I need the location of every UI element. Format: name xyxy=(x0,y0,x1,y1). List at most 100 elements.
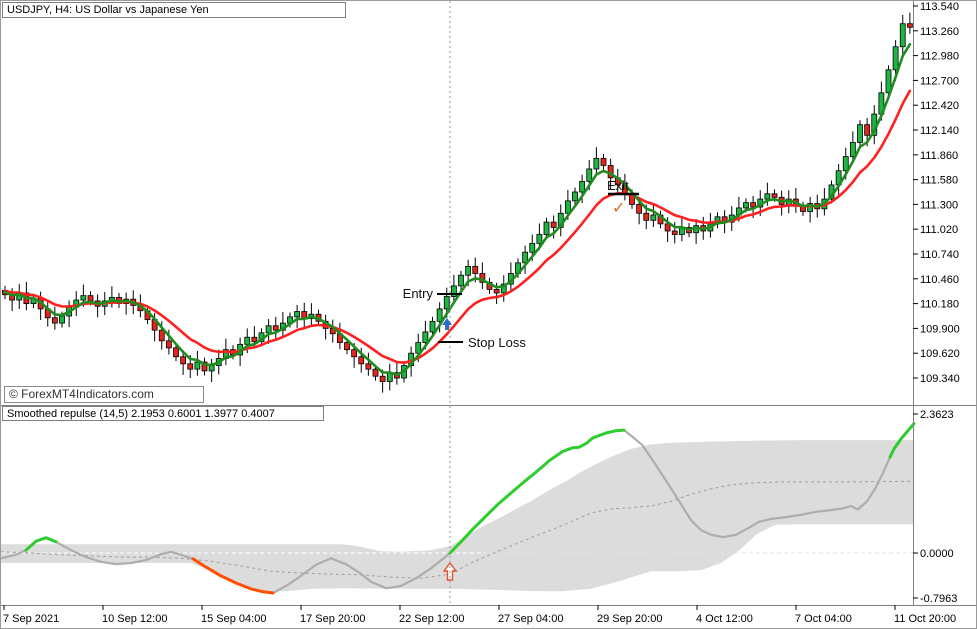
candle-bearish xyxy=(251,336,258,343)
candle-bullish xyxy=(849,141,856,157)
candle-bullish xyxy=(436,308,443,322)
candle-bearish xyxy=(187,363,194,370)
candle-bearish xyxy=(750,202,757,208)
price-tick-label: 109.620 xyxy=(920,348,960,360)
date-tick-label: 22 Sep 12:00 xyxy=(399,613,464,625)
buy-arrow-icon xyxy=(442,318,452,330)
price-tick-label: 112.980 xyxy=(920,51,959,63)
candle-bullish xyxy=(899,23,906,48)
indicator-band xyxy=(1,440,913,592)
candle-bullish xyxy=(857,124,863,143)
indicator-signal-green-segment xyxy=(24,536,58,552)
price-tick-label: 110.740 xyxy=(920,249,959,261)
candle-bullish xyxy=(265,325,272,334)
candle-bearish xyxy=(643,212,650,221)
candle-bearish xyxy=(358,356,365,365)
candle-bullish xyxy=(650,214,657,221)
date-tick-label: 10 Sep 12:00 xyxy=(102,613,167,625)
ma-fast-line xyxy=(3,43,912,376)
date-tick-label: 27 Sep 04:00 xyxy=(498,613,563,625)
candle-bearish xyxy=(636,203,643,214)
ma-slow-line xyxy=(3,89,912,364)
candle-bearish xyxy=(158,329,165,342)
candle-bullish xyxy=(422,331,429,343)
candle-bearish xyxy=(864,124,871,136)
candle-bullish xyxy=(294,311,301,318)
candle-bearish xyxy=(365,363,372,370)
date-tick-label: 7 Sep 2021 xyxy=(3,613,59,625)
indicator-signal-green-segment xyxy=(448,428,626,555)
date-tick-label: 17 Sep 20:00 xyxy=(300,613,365,625)
price-tick-label: 113.260 xyxy=(920,26,959,38)
candle-bullish xyxy=(564,200,571,214)
candle-bearish xyxy=(201,361,208,372)
candle-bearish xyxy=(771,193,778,198)
price-tick-label: 111.860 xyxy=(920,150,958,162)
price-tick-label: 111.580 xyxy=(920,175,958,187)
candle-bullish xyxy=(593,157,600,170)
date-tick-label: 7 Oct 04:00 xyxy=(795,613,852,625)
price-tick-label: 113.540 xyxy=(920,1,959,13)
candle-bullish xyxy=(458,274,464,287)
candle-bullish xyxy=(80,295,87,301)
price-tick-label: 112.420 xyxy=(920,100,959,112)
price-tick-label: 111.020 xyxy=(920,224,958,236)
price-tick-label: 112.700 xyxy=(920,75,959,87)
candle-bullish xyxy=(572,191,578,202)
candle-bullish xyxy=(208,365,215,372)
indicator-signal-green-segment xyxy=(888,422,916,459)
price-tick-label: 109.900 xyxy=(920,323,960,335)
candle-bullish xyxy=(529,242,536,253)
date-tick-label: 15 Sep 04:00 xyxy=(201,613,266,625)
candle-bearish xyxy=(493,289,500,294)
exit-check-icon: ✓ xyxy=(612,200,625,217)
candle-bearish xyxy=(272,325,279,331)
candle-bullish xyxy=(807,203,814,212)
candle-bullish xyxy=(536,234,543,244)
price-tick-label: 110.460 xyxy=(920,274,959,286)
candle-bullish xyxy=(842,156,849,172)
candle-bearish xyxy=(379,375,386,382)
stop-loss-annotation-label: Stop Loss xyxy=(468,335,526,350)
candle-bearish xyxy=(600,157,607,166)
candle-bullish xyxy=(586,168,593,182)
indicator-label: Smoothed repulse (14,5) 2.1953 0.6001 1.… xyxy=(2,406,324,421)
indicator-tick-label: -0.7963 xyxy=(920,593,957,605)
candle-bullish xyxy=(892,46,899,71)
candle-bullish xyxy=(764,193,771,200)
candle-bullish xyxy=(244,336,251,345)
candle-bearish xyxy=(671,230,678,235)
indicator-tick-label: 0.0000 xyxy=(920,548,954,560)
indicator-signal-orange-segment xyxy=(191,557,275,595)
candle-bearish xyxy=(344,342,350,351)
candle-bearish xyxy=(550,221,557,228)
chart-title: USDJPY, H4: US Dollar vs Japanese Yen xyxy=(2,2,346,18)
candle-bearish xyxy=(372,368,379,377)
candle-bullish xyxy=(443,296,450,310)
candle-bearish xyxy=(472,265,479,274)
candle-bearish xyxy=(180,356,187,365)
date-tick-label: 29 Sep 20:00 xyxy=(597,613,662,625)
candle-bullish xyxy=(429,320,436,333)
candle-bullish xyxy=(579,180,586,193)
indicator-tick-label: 2.3623 xyxy=(920,409,954,421)
candle-bullish xyxy=(543,221,550,235)
candle-bullish xyxy=(465,265,472,276)
candle-bearish xyxy=(664,223,671,232)
price-tick-label: 111.300 xyxy=(920,199,958,211)
candle-bullish xyxy=(743,202,749,209)
exit-annotation-label: Exit xyxy=(607,178,629,193)
candle-bearish xyxy=(51,317,58,324)
candle-bullish xyxy=(885,69,892,94)
candle-bullish xyxy=(500,283,507,294)
candle-bearish xyxy=(165,340,172,349)
candle-bullish xyxy=(450,285,457,297)
candle-bearish xyxy=(351,349,358,358)
entry-annotation-label: Entry xyxy=(403,286,434,301)
candle-bearish xyxy=(479,273,486,283)
candle-bearish xyxy=(173,347,179,358)
date-tick-label: 4 Oct 12:00 xyxy=(696,613,753,625)
candle-bullish xyxy=(59,315,65,324)
